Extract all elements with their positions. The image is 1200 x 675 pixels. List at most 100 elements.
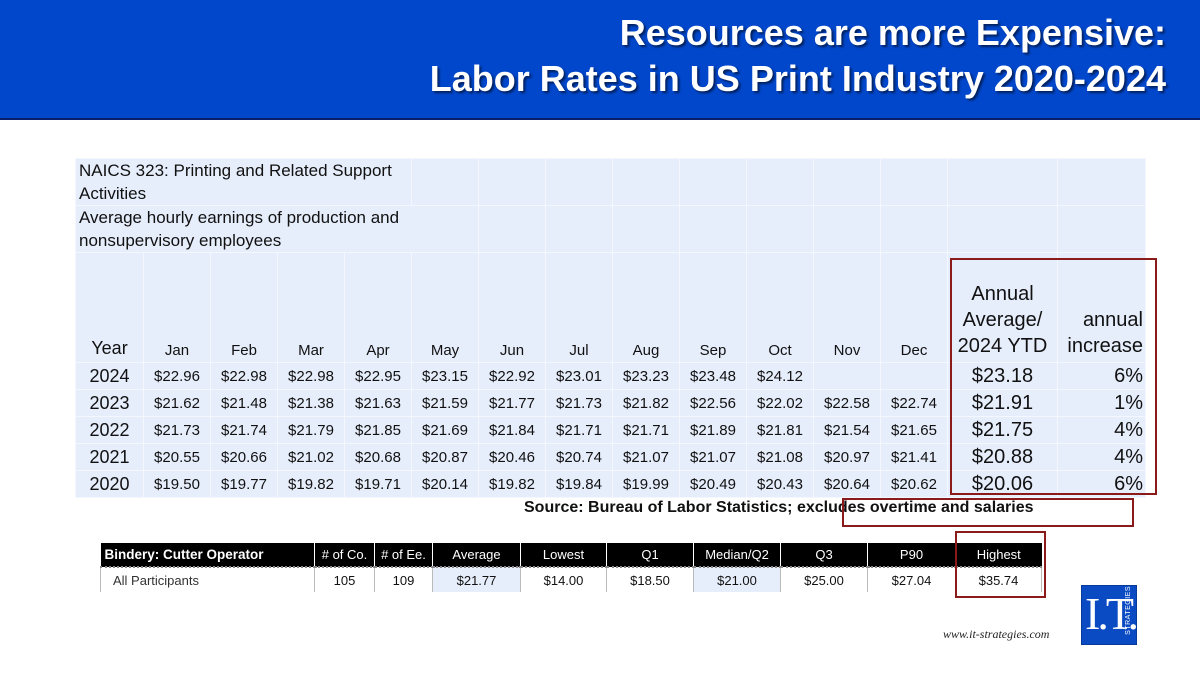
value-cell: $21.38 bbox=[277, 389, 345, 417]
annual-average-cell: $20.88 bbox=[947, 443, 1058, 471]
bindery-col-p90: P90 bbox=[867, 543, 956, 568]
value-cell: $19.99 bbox=[612, 470, 680, 498]
median-value: $21.00 bbox=[693, 567, 781, 592]
value-cell: $21.82 bbox=[612, 389, 680, 417]
table-row: 2020 $19.50 $19.77 $19.82 $19.71 $20.14 … bbox=[75, 470, 1146, 498]
value-cell: $23.01 bbox=[545, 362, 613, 390]
table-row: 2022 $21.73 $21.74 $21.79 $21.85 $21.69 … bbox=[75, 416, 1146, 444]
col-header-may: May bbox=[411, 252, 479, 363]
value-cell: $22.02 bbox=[746, 389, 814, 417]
value-cell bbox=[813, 362, 881, 390]
bindery-col-q3: Q3 bbox=[780, 543, 868, 568]
value-cell: $19.82 bbox=[277, 470, 345, 498]
value-cell: $23.48 bbox=[679, 362, 747, 390]
annual-increase-cell: 6% bbox=[1057, 470, 1146, 498]
col-header-dec: Dec bbox=[880, 252, 948, 363]
annual-average-cell: $20.06 bbox=[947, 470, 1058, 498]
value-cell: $20.74 bbox=[545, 443, 613, 471]
value-cell: $21.77 bbox=[478, 389, 546, 417]
value-cell: $21.54 bbox=[813, 416, 881, 444]
value-cell: $21.73 bbox=[545, 389, 613, 417]
logo-it-text: I.T. bbox=[1085, 588, 1139, 639]
column-header-row: Year Jan Feb Mar Apr May Jun Jul Aug Sep… bbox=[75, 252, 1146, 363]
annual-average-cell: $21.75 bbox=[947, 416, 1058, 444]
p90-value: $27.04 bbox=[867, 567, 956, 592]
value-cell: $21.69 bbox=[411, 416, 479, 444]
bindery-col-q1: Q1 bbox=[606, 543, 694, 568]
value-cell: $21.74 bbox=[210, 416, 278, 444]
value-cell: $20.66 bbox=[210, 443, 278, 471]
value-cell: $24.12 bbox=[746, 362, 814, 390]
col-header-annual-increase: annual increase bbox=[1057, 252, 1146, 363]
col-header-feb: Feb bbox=[210, 252, 278, 363]
value-cell: $21.73 bbox=[143, 416, 211, 444]
q3-value: $25.00 bbox=[780, 567, 868, 592]
bindery-col-lowest: Lowest bbox=[520, 543, 607, 568]
year-cell: 2021 bbox=[75, 443, 144, 471]
col-header-jul: Jul bbox=[545, 252, 613, 363]
bindery-col-median: Median/Q2 bbox=[693, 543, 781, 568]
slide-title: Resources are more Expensive: Labor Rate… bbox=[430, 10, 1166, 102]
caption-row-2: Average hourly earnings of production an… bbox=[75, 205, 1146, 253]
value-cell: $23.23 bbox=[612, 362, 680, 390]
year-cell: 2020 bbox=[75, 470, 144, 498]
table-row: 2021 $20.55 $20.66 $21.02 $20.68 $20.87 … bbox=[75, 443, 1146, 471]
table-row: 2024 $22.96 $22.98 $22.98 $22.95 $23.15 … bbox=[75, 362, 1146, 390]
value-cell: $21.08 bbox=[746, 443, 814, 471]
value-cell: $20.43 bbox=[746, 470, 814, 498]
col-header-aug: Aug bbox=[612, 252, 680, 363]
source-prefix: Source: Bureau of Labor Statistics; bbox=[524, 499, 797, 516]
website-url[interactable]: www.it-strategies.com bbox=[943, 627, 1050, 641]
col-header-oct: Oct bbox=[746, 252, 814, 363]
title-line-2: Labor Rates in US Print Industry 2020-20… bbox=[429, 58, 1166, 99]
value-cell: $22.56 bbox=[679, 389, 747, 417]
annual-increase-cell: 6% bbox=[1057, 362, 1146, 390]
value-cell: $19.71 bbox=[344, 470, 412, 498]
value-cell: $21.79 bbox=[277, 416, 345, 444]
col-header-mar: Mar bbox=[277, 252, 345, 363]
value-cell: $21.59 bbox=[411, 389, 479, 417]
value-cell: $21.65 bbox=[880, 416, 948, 444]
value-cell: $21.63 bbox=[344, 389, 412, 417]
col-header-year: Year bbox=[75, 252, 144, 363]
bindery-col-role: Bindery: Cutter Operator bbox=[100, 543, 315, 568]
employees-count: 109 bbox=[374, 567, 433, 592]
value-cell: $22.95 bbox=[344, 362, 412, 390]
participants-label: All Participants bbox=[100, 567, 315, 592]
value-cell: $21.85 bbox=[344, 416, 412, 444]
value-cell: $19.50 bbox=[143, 470, 211, 498]
year-cell: 2022 bbox=[75, 416, 144, 444]
value-cell: $19.84 bbox=[545, 470, 613, 498]
source-highlight: excludes overtime and salaries bbox=[796, 499, 1034, 516]
value-cell: $22.58 bbox=[813, 389, 881, 417]
value-cell: $21.71 bbox=[612, 416, 680, 444]
table-caption-measure: Average hourly earnings of production an… bbox=[75, 205, 479, 253]
it-strategies-logo: I.T. STRATEGIES bbox=[1081, 585, 1139, 645]
value-cell: $23.15 bbox=[411, 362, 479, 390]
table-caption-industry: NAICS 323: Printing and Related Support … bbox=[75, 158, 412, 206]
source-note: Source: Bureau of Labor Statistics; excl… bbox=[524, 499, 1034, 517]
value-cell: $20.87 bbox=[411, 443, 479, 471]
value-cell: $21.71 bbox=[545, 416, 613, 444]
value-cell: $20.49 bbox=[679, 470, 747, 498]
bindery-header-row: Bindery: Cutter Operator # of Co. # of E… bbox=[100, 543, 1042, 568]
value-cell: $21.89 bbox=[679, 416, 747, 444]
col-header-jun: Jun bbox=[478, 252, 546, 363]
title-line-1: Resources are more Expensive: bbox=[619, 12, 1166, 53]
value-cell: $21.48 bbox=[210, 389, 278, 417]
value-cell: $20.97 bbox=[813, 443, 881, 471]
value-cell: $21.07 bbox=[612, 443, 680, 471]
annual-increase-cell: 1% bbox=[1057, 389, 1146, 417]
lowest-value: $14.00 bbox=[520, 567, 607, 592]
value-cell: $22.92 bbox=[478, 362, 546, 390]
value-cell: $20.55 bbox=[143, 443, 211, 471]
annual-increase-cell: 4% bbox=[1057, 416, 1146, 444]
value-cell: $22.98 bbox=[277, 362, 345, 390]
caption-row-1: NAICS 323: Printing and Related Support … bbox=[75, 158, 1146, 206]
logo-strategies-text: STRATEGIES bbox=[1125, 586, 1132, 635]
annual-average-cell: $23.18 bbox=[947, 362, 1058, 390]
table-row: All Participants 105 109 $21.77 $14.00 $… bbox=[100, 567, 1042, 592]
table-row: 2023 $21.62 $21.48 $21.38 $21.63 $21.59 … bbox=[75, 389, 1146, 417]
value-cell: $22.74 bbox=[880, 389, 948, 417]
q1-value: $18.50 bbox=[606, 567, 694, 592]
